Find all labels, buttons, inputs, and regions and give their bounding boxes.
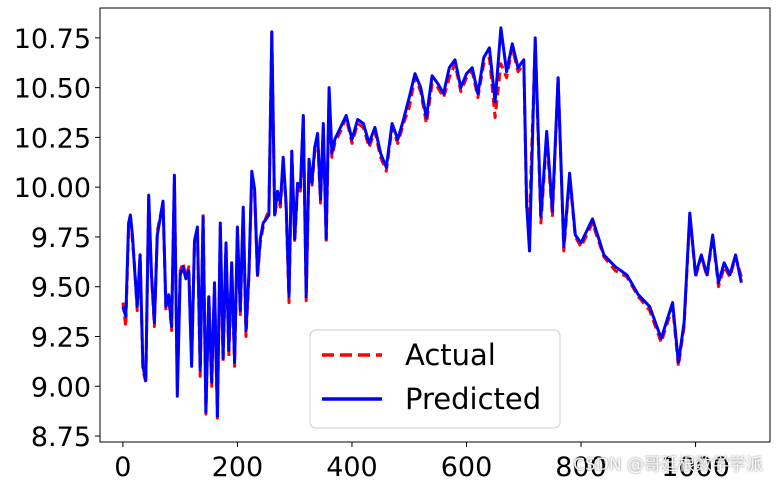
y-tick-label: 10.50 <box>14 74 91 105</box>
legend-label-predicted: Predicted <box>405 382 541 416</box>
legend-box <box>309 329 561 429</box>
y-tick-label: 10.00 <box>14 173 91 204</box>
y-tick-label: 10.75 <box>14 24 91 55</box>
y-tick-label: 10.25 <box>14 123 91 154</box>
legend: Actual Predicted <box>309 329 561 429</box>
y-tick-label: 9.25 <box>31 322 91 353</box>
x-tick-label: 200 <box>212 452 264 483</box>
y-tick-label: 9.00 <box>31 372 91 403</box>
axes-frame <box>99 7 771 443</box>
watermark-text: CSDN @哥廷根数学学派 <box>573 455 763 475</box>
x-tick-label: 1000 <box>661 452 730 483</box>
y-tick-label: 8.75 <box>31 422 91 453</box>
plot-lines <box>121 26 743 420</box>
x-tick-label: 0 <box>114 452 131 483</box>
x-tick-label: 400 <box>326 452 378 483</box>
x-tick-label: 800 <box>555 452 607 483</box>
y-axis: 8.75 9.00 9.25 9.50 9.75 10.00 10.25 10.50 10.75 <box>14 24 100 453</box>
y-tick-label: 9.50 <box>31 273 91 304</box>
x-tick-label: 600 <box>441 452 493 483</box>
legend-label-actual: Actual <box>405 338 496 372</box>
x-axis: 0 200 400 600 800 1000 <box>114 442 730 483</box>
series-line-predicted <box>121 26 743 418</box>
y-tick-label: 9.75 <box>31 223 91 254</box>
